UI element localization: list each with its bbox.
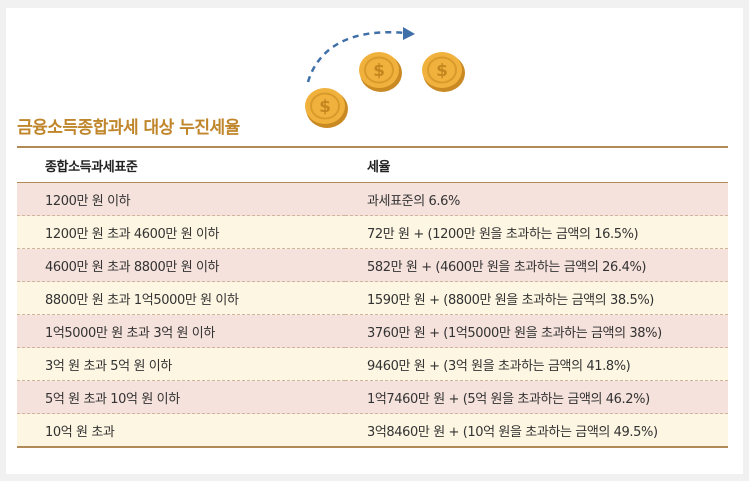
coin-icon: $ <box>359 52 402 92</box>
tax-base-cell: 3억 원 초과 5억 원 이하 <box>17 347 345 381</box>
tax-base-cell: 1200만 원 초과 4600만 원 이하 <box>17 215 345 249</box>
coin-symbol: $ <box>319 97 331 117</box>
table-row: 1억5000만 원 초과 3억 원 이하 3760만 원 + (1억5000만 … <box>17 314 728 348</box>
coin-symbol: $ <box>436 61 448 81</box>
tax-rate-cell: 과세표준의 6.6% <box>345 182 728 216</box>
table-row: 3억 원 초과 5억 원 이하 9460만 원 + (3억 원을 초과하는 금액… <box>17 347 728 381</box>
tax-base-cell: 8800만 원 초과 1억5000만 원 이하 <box>17 281 345 315</box>
tax-rate-cell: 3억8460만 원 + (10억 원을 초과하는 금액의 49.5%) <box>345 413 728 448</box>
table-row: 5억 원 초과 10억 원 이하 1억7460만 원 + (5억 원을 초과하는… <box>17 380 728 414</box>
table-row: 1200만 원 이하 과세표준의 6.6% <box>17 182 728 216</box>
tax-base-cell: 10억 원 초과 <box>17 413 345 448</box>
header-tax-base: 종합소득과세표준 <box>17 146 345 183</box>
table-row: 8800만 원 초과 1억5000만 원 이하 1590만 원 + (8800만… <box>17 281 728 315</box>
table-row: 10억 원 초과 3억8460만 원 + (10억 원을 초과하는 금액의 49… <box>17 413 728 448</box>
tax-base-cell: 1200만 원 이하 <box>17 182 345 216</box>
tax-rate-cell: 582만 원 + (4600만 원을 초과하는 금액의 26.4%) <box>345 248 728 282</box>
tax-rate-cell: 9460만 원 + (3억 원을 초과하는 금액의 41.8%) <box>345 347 728 381</box>
coin-icon: $ <box>422 52 465 92</box>
dashed-arrow-icon <box>306 31 406 83</box>
tax-rate-cell: 72만 원 + (1200만 원을 초과하는 금액의 16.5%) <box>345 215 728 249</box>
table-row: 1200만 원 초과 4600만 원 이하 72만 원 + (1200만 원을 … <box>17 215 728 249</box>
tax-base-cell: 5억 원 초과 10억 원 이하 <box>17 380 345 414</box>
tax-base-cell: 4600만 원 초과 8800만 원 이하 <box>17 248 345 282</box>
tax-rate-cell: 3760만 원 + (1억5000만 원을 초과하는 금액의 38%) <box>345 314 728 348</box>
tax-rate-cell: 1590만 원 + (8800만 원을 초과하는 금액의 38.5%) <box>345 281 728 315</box>
coins-illustration: $ $ $ <box>305 27 465 128</box>
table-row: 4600만 원 초과 8800만 원 이하 582만 원 + (4600만 원을… <box>17 248 728 282</box>
arrow-head-icon <box>403 27 415 40</box>
header-tax-rate: 세율 <box>345 146 728 183</box>
table-header-row: 종합소득과세표준 세율 <box>17 146 728 183</box>
coin-icon: $ <box>305 88 348 128</box>
tax-base-cell: 1억5000만 원 초과 3억 원 이하 <box>17 314 345 348</box>
tax-rate-cell: 1억7460만 원 + (5억 원을 초과하는 금액의 46.2%) <box>345 380 728 414</box>
tax-rate-table: 종합소득과세표준 세율 1200만 원 이하 과세표준의 6.6% 1200만 … <box>17 146 728 448</box>
table-title: 금융소득종합과세 대상 누진세율 <box>17 118 240 138</box>
coin-symbol: $ <box>373 61 385 81</box>
